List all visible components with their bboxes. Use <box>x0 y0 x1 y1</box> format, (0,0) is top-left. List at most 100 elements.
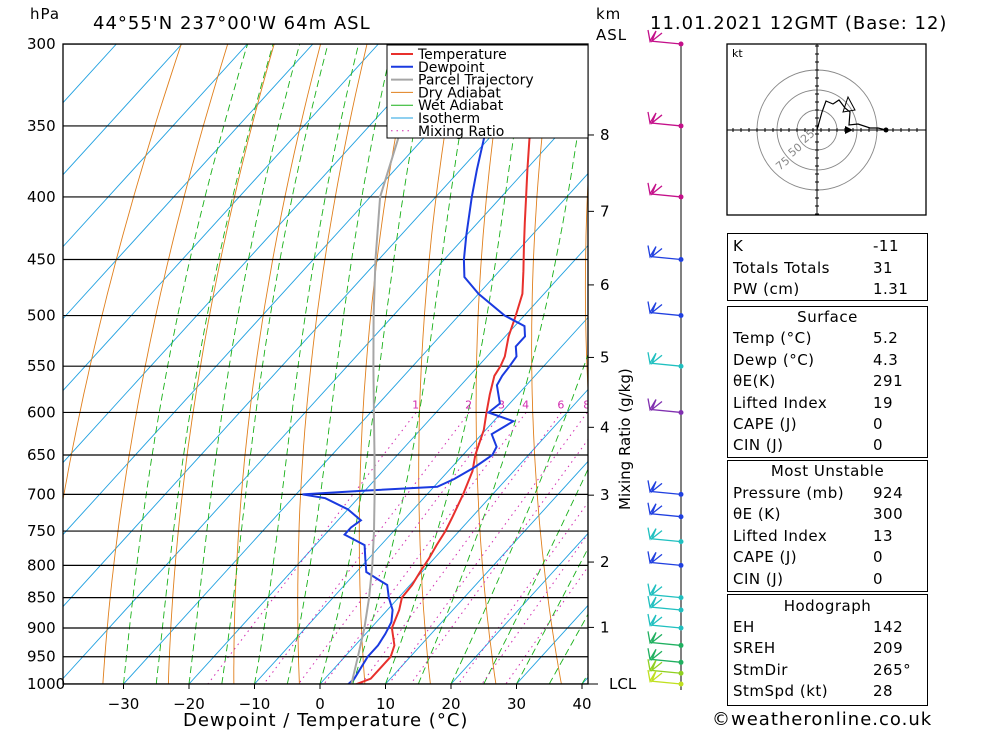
mu-row: θE (K) 300 <box>728 504 927 525</box>
wet-adiabat-line <box>188 44 301 684</box>
most-unstable-table: Most Unstable Pressure (mb) 924 θE (K) 3… <box>727 460 928 592</box>
hodograph-title: Hodograph <box>783 597 872 615</box>
dry-adiabat-line <box>971 44 1000 684</box>
index-label: Totals Totals <box>733 259 830 277</box>
pressure-tick-label: 1000 <box>27 675 65 693</box>
mu-row: CIN (J) 0 <box>728 569 927 590</box>
dry-adiabat-line <box>167 44 275 684</box>
mixing-ratio-line <box>360 412 562 684</box>
temperature-tick-label: 30 <box>507 695 526 713</box>
km-tick-label: 6 <box>600 276 610 294</box>
legend-label: Parcel Trajectory <box>418 73 534 89</box>
pressure-tick-label: 700 <box>27 485 56 503</box>
surface-row: θE(K) 291 <box>728 371 927 392</box>
legend-label: Isotherm <box>418 111 480 127</box>
mixing-ratio-label: 8 <box>583 398 590 411</box>
surface-value: 5.2 <box>873 329 899 347</box>
dry-adiabat-line <box>924 44 1000 684</box>
wet-adiabat-line <box>286 44 393 684</box>
hodo-value: 142 <box>873 618 904 636</box>
index-row-pw: PW (cm) 1.31 <box>728 279 927 300</box>
isotherm-line <box>63 44 510 536</box>
index-row-k: K -11 <box>728 236 927 257</box>
isotherm-line <box>123 172 588 684</box>
isotherm-line <box>63 44 314 320</box>
mixing-ratio-label: 1 <box>412 398 419 411</box>
surface-value: 0 <box>873 415 884 433</box>
km-tick-label: 4 <box>600 418 610 436</box>
wind-barb <box>647 301 682 317</box>
dry-adiabat-line <box>584 174 588 398</box>
surface-title: Surface <box>797 308 858 326</box>
mu-label: θE (K) <box>733 505 781 523</box>
surface-label: Lifted Index <box>733 394 828 412</box>
isotherm-line <box>188 244 588 684</box>
hodo-value: 265° <box>873 661 912 679</box>
surface-row: Lifted Index 19 <box>728 393 927 414</box>
mu-row: Pressure (mb) 924 <box>728 483 927 504</box>
wind-barb <box>647 111 682 127</box>
surface-row: CIN (J) 0 <box>728 435 927 456</box>
dewpoint-line <box>302 44 527 684</box>
hodo-label: EH <box>733 618 755 636</box>
wind-barb <box>647 398 682 414</box>
wet-adiabat-line <box>483 468 588 684</box>
pressure-tick-label: 650 <box>27 446 56 464</box>
legend-label: Dry Adiabat <box>418 85 501 101</box>
pressure-tick-label: 300 <box>27 35 56 53</box>
mixing-ratio-line <box>323 412 527 684</box>
km-unit-label: km <box>596 5 622 23</box>
mu-row: Lifted Index 13 <box>728 526 927 547</box>
temperature-tick-label: −30 <box>108 695 140 713</box>
legend-label: Temperature <box>417 47 507 63</box>
hodo-row: SREH 209 <box>728 638 927 659</box>
mu-value: 13 <box>873 527 894 545</box>
index-label: PW (cm) <box>733 280 800 298</box>
sounding-datetime: 11.01.2021 12GMT (Base: 12) <box>650 13 948 34</box>
index-row-totals: Totals Totals 31 <box>728 258 927 279</box>
pressure-tick-label: 900 <box>27 619 56 637</box>
isotherm-line <box>63 100 588 680</box>
surface-row: Dewp (°C) 4.3 <box>728 350 927 371</box>
surface-label: CAPE (J) <box>733 415 798 433</box>
wind-barb <box>647 631 682 647</box>
pressure-tick-label: 950 <box>27 648 56 666</box>
mixing-ratio-label: 2 <box>465 398 472 411</box>
surface-label: θE(K) <box>733 372 776 390</box>
lcl-label: LCL <box>609 675 637 693</box>
mixing-ratio-label: 20 <box>671 398 685 411</box>
pressure-tick-label: 450 <box>27 251 56 269</box>
legend-box <box>386 44 589 139</box>
legend-label: Dewpoint <box>418 60 485 76</box>
hodo-row: StmDir 265° <box>728 660 927 681</box>
wet-adiabat-line <box>155 44 274 684</box>
surface-value: 4.3 <box>873 351 899 369</box>
copyright-link[interactable]: ©weatheronline.co.uk <box>712 709 933 730</box>
mixing-ratio-label: 4 <box>522 398 529 411</box>
wind-barb <box>647 182 682 198</box>
wind-barb <box>647 659 682 674</box>
isotherm-line <box>63 44 248 248</box>
isotherm-line <box>385 460 588 684</box>
index-value: -11 <box>873 237 899 255</box>
isotherm-line <box>254 316 588 684</box>
index-value: 31 <box>873 259 894 277</box>
mu-value: 0 <box>873 548 884 566</box>
km-tick-label: 1 <box>600 618 610 636</box>
surface-value: 19 <box>873 394 894 412</box>
mixing-ratio-axis-title: Mixing Ratio (g/kg) <box>616 368 634 510</box>
x-axis-title: Dewpoint / Temperature (°C) <box>183 710 468 731</box>
dry-adiabat-line <box>418 44 461 684</box>
wet-adiabat-line <box>221 44 329 684</box>
pressure-tick-label: 500 <box>27 307 56 325</box>
mixing-ratio-label: 6 <box>557 398 564 411</box>
temperature-line <box>353 44 553 684</box>
km-tick-label: 3 <box>600 486 610 504</box>
isotherm-line <box>450 532 588 684</box>
hodograph-unit-label: kt <box>732 47 743 60</box>
temperature-tick-label: 0 <box>315 695 325 713</box>
pressure-unit-label: hPa <box>30 5 61 23</box>
wet-adiabat-line <box>123 44 249 684</box>
pressure-tick-label: 550 <box>27 357 56 375</box>
surface-table: Surface Temp (°C) 5.2 Dewp (°C) 4.3 θE(K… <box>727 306 928 458</box>
